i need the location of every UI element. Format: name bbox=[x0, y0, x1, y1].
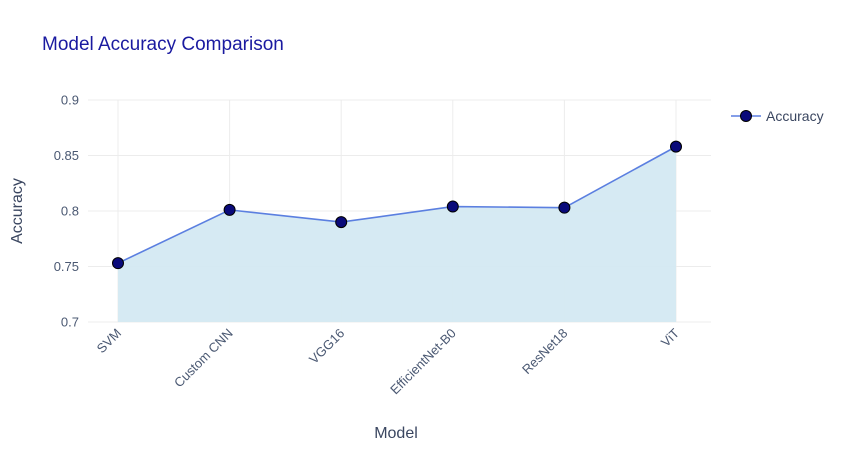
y-tick-label: 0.9 bbox=[61, 93, 79, 108]
data-point-efficientnet-b0[interactable] bbox=[447, 201, 458, 212]
x-tick-label: VGG16 bbox=[306, 326, 347, 367]
x-tick-label: SVM bbox=[94, 326, 125, 357]
x-tick-label: ResNet18 bbox=[519, 326, 570, 377]
y-tick-label: 0.7 bbox=[61, 315, 79, 330]
x-tick-label: ViT bbox=[658, 325, 682, 349]
x-tick-label: EfficientNet-B0 bbox=[387, 326, 459, 398]
y-tick-labels: 0.7 0.75 0.8 0.85 0.9 bbox=[54, 93, 79, 330]
data-point-custom-cnn[interactable] bbox=[224, 204, 235, 215]
chart-title: Model Accuracy Comparison bbox=[42, 34, 284, 55]
x-tick-labels: SVM Custom CNN VGG16 EfficientNet-B0 ResNet1… bbox=[94, 325, 683, 397]
accuracy-area-fill bbox=[118, 147, 676, 322]
legend[interactable]: Accuracy bbox=[731, 108, 824, 124]
data-point-vit[interactable] bbox=[671, 141, 682, 152]
data-point-svm[interactable] bbox=[113, 258, 124, 269]
y-tick-label: 0.75 bbox=[54, 259, 79, 274]
y-axis-title: Accuracy bbox=[9, 178, 26, 244]
x-axis-title: Model bbox=[374, 425, 418, 442]
y-tick-label: 0.85 bbox=[54, 148, 79, 163]
data-point-resnet18[interactable] bbox=[559, 202, 570, 213]
data-point-vgg16[interactable] bbox=[336, 217, 347, 228]
legend-label: Accuracy bbox=[766, 108, 824, 124]
legend-marker-swatch bbox=[741, 111, 752, 122]
x-tick-label: Custom CNN bbox=[171, 326, 236, 391]
y-tick-label: 0.8 bbox=[61, 204, 79, 219]
